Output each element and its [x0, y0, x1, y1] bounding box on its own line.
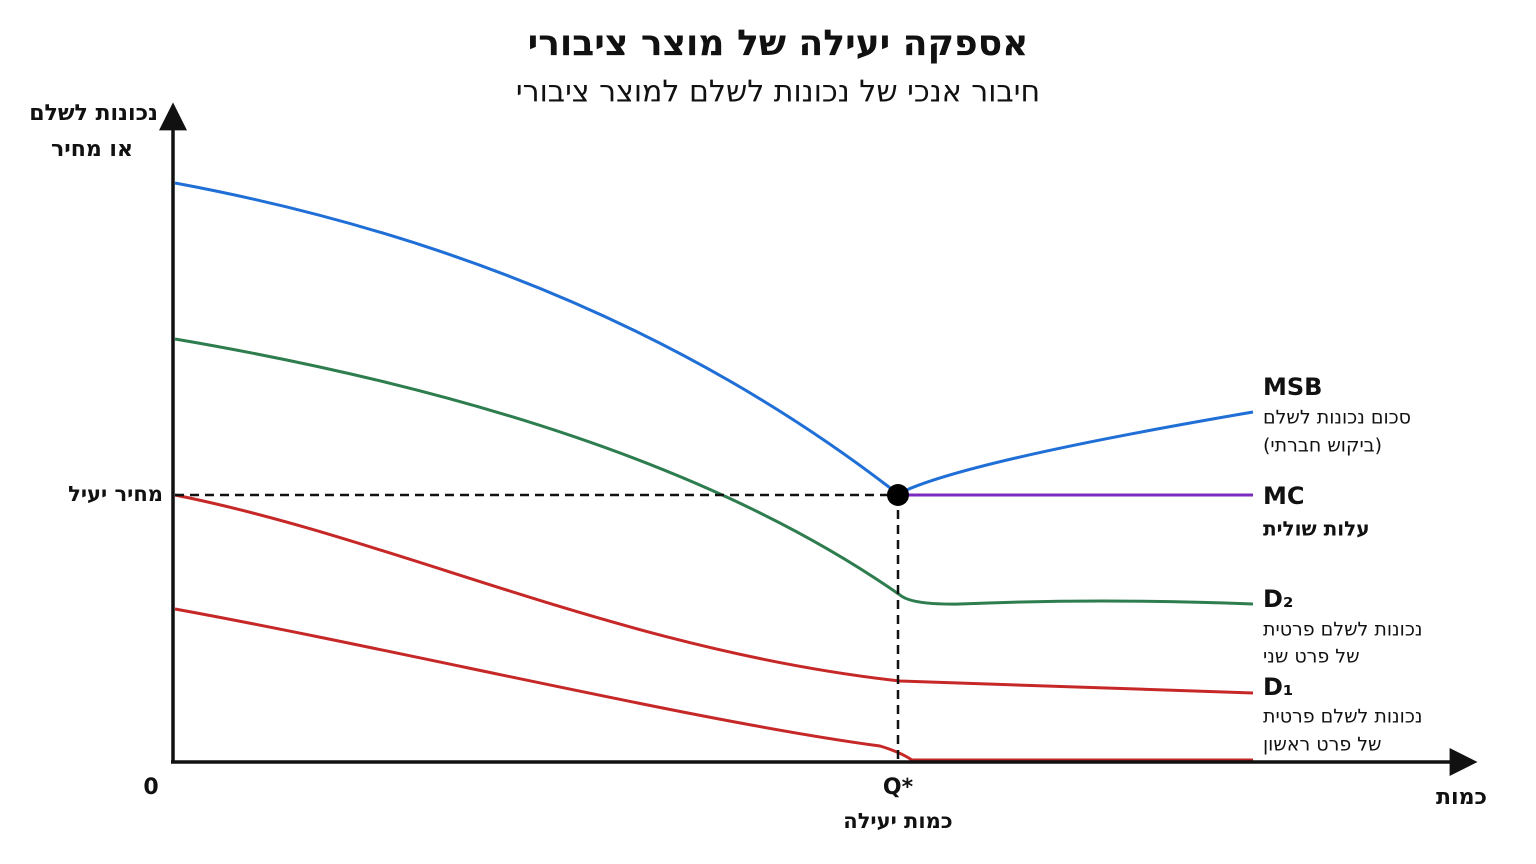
msb-curve [174, 181, 899, 496]
curve-desc: נכונות לשלם פרטית [1263, 706, 1423, 728]
curve-name: MC [1263, 482, 1305, 510]
curve-desc: סכום נכונות לשלם [1263, 407, 1411, 429]
curve-desc: של פרט ראשון [1263, 734, 1382, 756]
curve-desc: עלות שולית [1263, 517, 1370, 541]
title: אספקה יעילה של מוצר ציבורי [528, 23, 1029, 64]
curve-name: MSB [1263, 373, 1322, 401]
msb-curve [897, 410, 1254, 496]
curve-desc: נכונות לשלם פרטית [1263, 619, 1423, 641]
efficient-quantity-label: כמות יעילה [843, 809, 952, 833]
y-axis-label: או מחיר [51, 137, 133, 162]
d2-curve [174, 337, 1254, 606]
d1-curve [174, 493, 1254, 695]
d-curve [174, 607, 1253, 762]
curve-desc: של פרט שני [1263, 646, 1360, 668]
y-axis-label: נכונות לשלם [29, 101, 158, 126]
origin-label: 0 [143, 775, 158, 800]
equilibrium-point [887, 484, 909, 506]
q-star-label: Q* [883, 775, 914, 800]
curve-name: D₁ [1263, 673, 1293, 701]
subtitle: חיבור אנכי של נכונות לשלם למוצר ציבורי [516, 75, 1040, 110]
curve-name: D₂ [1263, 585, 1293, 613]
efficient-price-label: מחיר יעיל [68, 482, 163, 506]
curve-desc: (ביקוש חברתי) [1263, 435, 1382, 457]
x-axis-label: כמות [1436, 785, 1487, 810]
